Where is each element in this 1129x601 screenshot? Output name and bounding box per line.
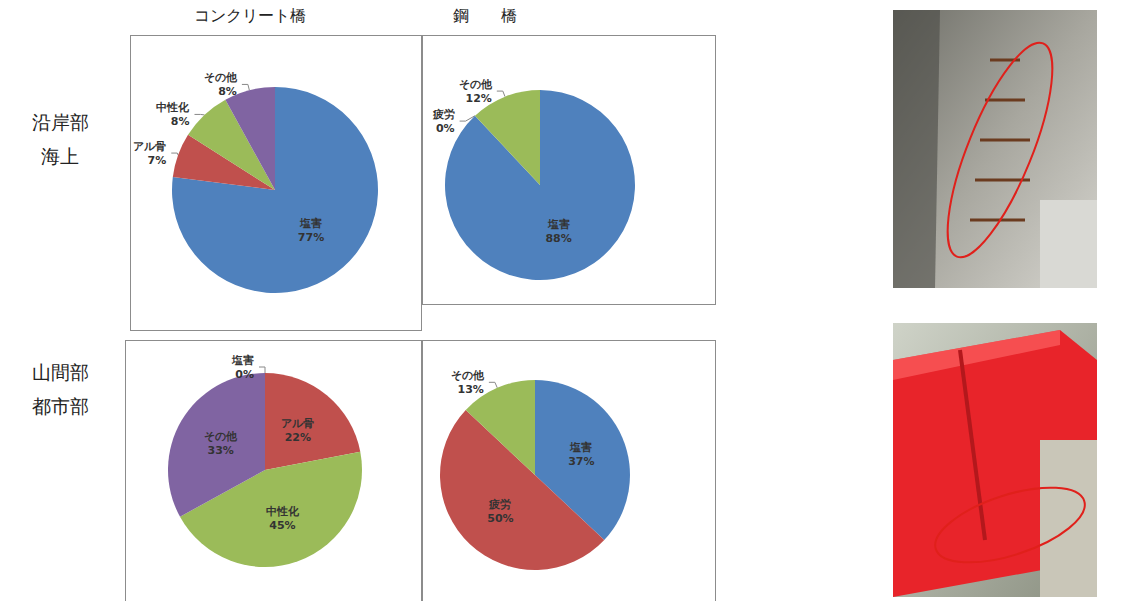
html-text:都市部: 都市部 [31,395,89,417]
svg-text:中性化: 中性化 [266,505,300,518]
svg-text:7%: 7% [148,154,167,167]
svg-text:77%: 77% [298,231,324,244]
svg-text:塩害: 塩害 [547,218,570,231]
svg-text:塩害: 塩害 [299,217,322,230]
svg-text:その他: その他 [451,369,485,382]
svg-text:45%: 45% [269,519,295,532]
svg-text:塩害: 塩害 [231,354,254,367]
svg-text:37%: 37% [568,455,594,468]
html-text:山間部: 山間部 [31,361,89,383]
svg-text:33%: 33% [207,444,233,457]
svg-text:塩害: 塩害 [569,441,592,454]
svg-text:疲労: 疲労 [432,108,455,121]
svg-text:その他: その他 [204,71,238,84]
svg-text:中性化: 中性化 [156,101,190,114]
svg-text:アル骨: アル骨 [281,417,314,430]
svg-text:疲労: 疲労 [488,498,511,511]
svg-text:その他: その他 [204,430,238,443]
html-text:コンクリート橋: コンクリート橋 [194,6,306,25]
html-text:海上: 海上 [41,145,79,167]
svg-text:0%: 0% [436,122,455,135]
svg-text:22%: 22% [285,431,311,444]
svg-text:アル骨: アル骨 [133,140,166,153]
svg-text:8%: 8% [218,85,237,98]
svg-text:88%: 88% [545,232,571,245]
svg-text:0%: 0% [235,368,254,381]
svg-text:12%: 12% [465,92,491,105]
svg-text:13%: 13% [458,383,484,396]
svg-text:その他: その他 [459,78,493,91]
html-text:沿岸部: 沿岸部 [31,111,89,133]
html-text:鋼 橋: 鋼 橋 [453,6,517,25]
svg-text:50%: 50% [487,512,513,525]
svg-text:8%: 8% [171,115,190,128]
